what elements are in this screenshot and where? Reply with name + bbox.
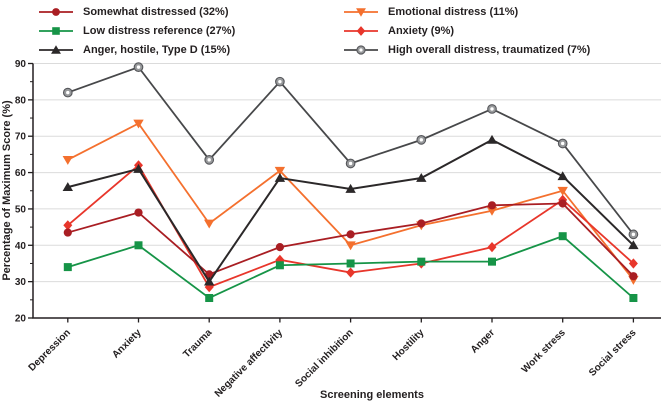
data-point-marker [416, 173, 427, 182]
y-tick-label: 30 [15, 277, 27, 288]
data-point-marker [487, 201, 497, 210]
data-point-marker [52, 7, 60, 16]
data-point-marker [133, 119, 144, 129]
data-point-marker [356, 7, 366, 17]
data-point-marker [204, 276, 215, 286]
legend-item: Emotional distress (11%) [343, 2, 590, 21]
data-point-marker [486, 206, 498, 216]
data-point-marker [488, 257, 496, 266]
data-point-marker [274, 173, 286, 182]
legend-label: Anxiety (9%) [388, 24, 455, 37]
legend-item: Anxiety (9%) [343, 21, 590, 40]
data-point-marker [63, 228, 72, 237]
data-point-marker [346, 230, 355, 239]
legend-label: Anger, hostile, Type D (15%) [83, 43, 231, 56]
y-tick-label: 50 [15, 204, 27, 215]
data-point-marker [356, 25, 366, 36]
data-point-marker [629, 294, 638, 303]
legend-item: Low distress reference (27%) [38, 21, 235, 40]
data-point-marker [558, 199, 567, 208]
x-tick-label: Hostility [391, 327, 427, 363]
data-point-marker [486, 134, 498, 144]
data-point-marker [134, 208, 143, 217]
data-point-marker [275, 243, 284, 252]
data-point-marker [136, 65, 141, 69]
data-point-marker [274, 166, 286, 176]
data-point-marker [628, 258, 638, 269]
triangle-up-legend-icon [39, 44, 73, 54]
data-point-marker [629, 272, 638, 281]
y-tick-label: 60 [15, 168, 27, 179]
data-point-marker [133, 163, 144, 173]
legend-item: High overall distress, traumatized (7%) [343, 40, 590, 59]
legend-item: Anger, hostile, Type D (15%) [38, 40, 235, 59]
data-point-marker [346, 259, 355, 268]
data-point-marker [487, 242, 497, 253]
y-tick-label: 70 [15, 132, 27, 143]
data-point-marker [359, 47, 363, 52]
x-tick-label: Anxiety [110, 327, 144, 361]
data-point-marker [62, 182, 73, 192]
x-tick-label: Anger [469, 327, 497, 355]
data-point-marker [63, 220, 73, 231]
x-tick-label: Social stress [587, 327, 639, 379]
data-point-marker [490, 107, 494, 111]
x-axis-title: Screening elements [320, 389, 424, 401]
y-tick-label: 40 [15, 241, 27, 252]
x-tick-label: Trauma [181, 327, 214, 360]
x-tick-label: Work stress [520, 327, 568, 375]
legend-right-column: Emotional distress (11%) Anxiety (9%) High… [343, 2, 590, 59]
data-point-marker [205, 270, 214, 279]
y-tick-label: 80 [15, 95, 27, 106]
data-point-marker [62, 155, 73, 165]
data-point-marker [52, 26, 60, 35]
y-tick-label: 90 [15, 59, 27, 70]
data-point-marker [417, 219, 426, 228]
data-point-marker [561, 141, 565, 146]
legend-label: Somewhat distressed (32%) [83, 5, 229, 18]
data-point-marker [63, 263, 72, 272]
legend-label: Low distress reference (27%) [83, 24, 236, 37]
data-point-marker [134, 241, 143, 250]
legend-left-column: Somewhat distressed (32%) Low distress re… [38, 2, 235, 59]
data-point-marker [345, 241, 356, 251]
data-point-marker [558, 232, 567, 241]
data-point-marker [631, 232, 636, 237]
data-point-marker [557, 186, 568, 196]
data-point-marker [345, 183, 356, 193]
legend-label: Emotional distress (11%) [388, 5, 519, 18]
data-point-marker [419, 138, 423, 142]
data-point-marker [207, 158, 211, 162]
triangle-down-legend-icon [344, 7, 378, 17]
data-point-marker [204, 219, 215, 229]
data-point-marker [278, 79, 282, 84]
diamond-legend-icon [344, 25, 378, 36]
square-legend-icon [39, 26, 73, 35]
y-tick-label: 20 [15, 314, 27, 325]
data-point-marker [66, 90, 70, 95]
data-point-marker [628, 240, 639, 250]
data-point-marker [557, 171, 568, 181]
legend-label: High overall distress, traumatized (7%) [388, 43, 591, 56]
data-point-marker [205, 294, 214, 303]
circle-legend-icon [39, 7, 73, 16]
legend-item: Somewhat distressed (32%) [38, 2, 235, 21]
data-point-marker [51, 44, 61, 54]
data-point-marker [348, 161, 353, 166]
data-point-marker [417, 257, 426, 266]
open-circle-legend-icon [344, 44, 378, 55]
x-tick-label: Depression [27, 327, 73, 373]
y-axis-title: Percentage of Maximum Score (%) [1, 100, 13, 281]
x-tick-label: Social inhibition [293, 327, 355, 389]
data-point-marker [346, 267, 356, 278]
data-point-marker [275, 261, 284, 270]
